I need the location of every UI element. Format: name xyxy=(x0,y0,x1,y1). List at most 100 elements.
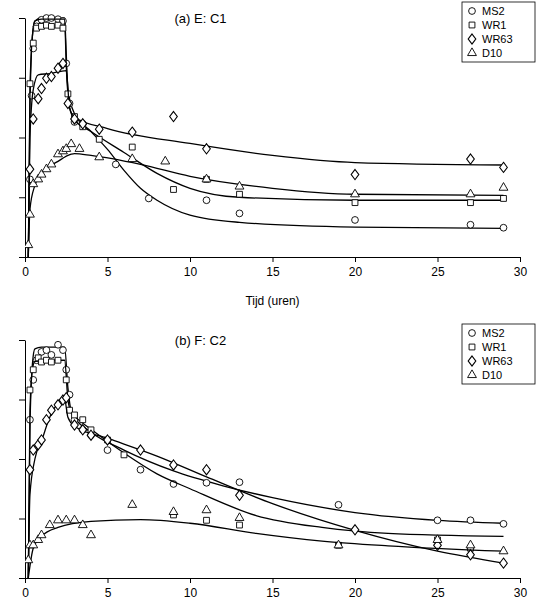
data-point xyxy=(434,517,441,524)
tick: 25 xyxy=(431,578,445,600)
data-point xyxy=(351,169,359,179)
tick-mark xyxy=(19,78,25,79)
fit-line xyxy=(28,347,503,578)
tick-label: 10 xyxy=(184,265,198,279)
tick-mark xyxy=(19,459,25,460)
data-point xyxy=(59,58,67,68)
tick-mark xyxy=(355,257,356,262)
data-point xyxy=(26,164,34,174)
legend-marker xyxy=(468,34,476,44)
legend-label: D10 xyxy=(482,369,502,381)
tick-label: 20 xyxy=(349,265,363,279)
tick xyxy=(19,257,25,258)
legend: MS2WR1WR63D10 xyxy=(462,324,535,384)
tick: 5 xyxy=(105,257,112,279)
y-axis xyxy=(19,19,26,258)
data-point xyxy=(67,139,76,147)
data-point xyxy=(25,555,33,563)
data-point xyxy=(128,154,137,162)
data-point xyxy=(45,520,54,528)
data-point xyxy=(95,124,103,134)
data-point xyxy=(29,114,37,124)
data-point xyxy=(37,530,46,538)
data-point xyxy=(62,515,71,523)
data-point xyxy=(79,425,87,435)
legend-label: WR63 xyxy=(482,355,513,367)
tick xyxy=(19,78,25,79)
data-point xyxy=(352,200,358,206)
tick xyxy=(19,18,25,19)
data-point xyxy=(335,501,342,508)
legend-label: WR63 xyxy=(482,33,513,45)
legend-marker xyxy=(468,356,476,366)
tick-mark xyxy=(19,340,25,341)
fit-line xyxy=(28,19,503,257)
data-point xyxy=(501,196,507,202)
data-point xyxy=(128,500,137,508)
data-point xyxy=(170,460,178,470)
legend-marker xyxy=(469,344,475,350)
legend-marker xyxy=(469,22,475,28)
tick-label: 15 xyxy=(266,586,280,600)
tick-mark xyxy=(438,257,439,262)
data-point xyxy=(204,517,210,523)
data-point xyxy=(64,98,72,108)
data-point xyxy=(38,83,46,93)
tick: 20 xyxy=(349,578,363,600)
data-point xyxy=(26,465,34,475)
data-point xyxy=(26,209,35,217)
data-point xyxy=(466,189,475,197)
data-point xyxy=(75,144,84,152)
data-point xyxy=(104,447,111,454)
fit-line xyxy=(28,360,503,578)
tick-mark xyxy=(520,257,521,262)
tick-label: 0 xyxy=(22,265,29,279)
tick-label: 10 xyxy=(184,586,198,600)
data-point xyxy=(500,224,507,231)
data-point xyxy=(467,154,475,164)
legend-label: WR1 xyxy=(482,19,506,31)
tick-mark xyxy=(355,578,356,583)
data-point xyxy=(236,479,243,486)
tick-mark xyxy=(108,578,109,583)
data-point xyxy=(43,415,51,425)
tick: 10 xyxy=(184,578,198,600)
data-point xyxy=(55,357,61,363)
data-point xyxy=(27,387,33,393)
tick-label: 25 xyxy=(431,265,445,279)
data-point xyxy=(71,420,79,430)
tick: 10 xyxy=(184,257,198,279)
data-point xyxy=(203,144,211,154)
data-point xyxy=(203,479,210,486)
tick: 15 xyxy=(266,578,280,600)
panel: 051015202530(a) E: C1Tijd (uren)MS2WR1WR… xyxy=(19,2,535,308)
data-point xyxy=(236,210,243,217)
tick: 0 xyxy=(22,257,29,279)
data-point xyxy=(60,25,66,31)
tick-mark xyxy=(25,578,26,583)
fit-line xyxy=(28,400,503,579)
plot-area xyxy=(25,341,508,578)
data-point xyxy=(30,40,36,46)
legend-marker xyxy=(468,370,477,378)
data-point xyxy=(169,507,178,515)
tick: 0 xyxy=(22,578,29,600)
data-point xyxy=(161,156,170,164)
tick-mark xyxy=(19,18,25,19)
tick: 15 xyxy=(266,257,280,279)
tick-mark xyxy=(273,257,274,262)
data-point xyxy=(351,525,359,535)
data-point xyxy=(466,540,475,548)
tick-mark xyxy=(19,578,25,579)
tick-label: 30 xyxy=(514,265,528,279)
data-point xyxy=(70,515,79,523)
data-point xyxy=(128,127,136,137)
data-point xyxy=(203,465,211,475)
data-point xyxy=(433,535,442,543)
legend-box xyxy=(462,324,535,384)
data-point xyxy=(48,71,56,81)
x-axis: 0 5 10 15 20 25 30 xyxy=(22,257,527,279)
data-point xyxy=(352,217,359,224)
data-point xyxy=(235,513,244,521)
tick-mark xyxy=(19,138,25,139)
